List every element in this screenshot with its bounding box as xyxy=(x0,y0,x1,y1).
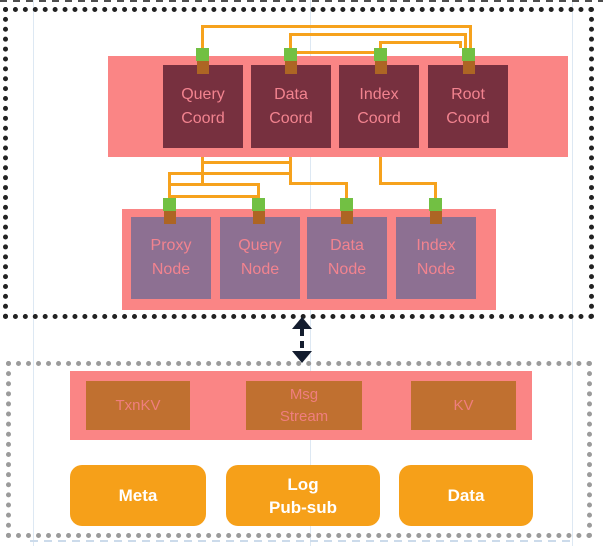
port-green xyxy=(340,198,353,211)
wire xyxy=(434,182,437,200)
port-green xyxy=(252,198,265,211)
box-label: Msg Stream xyxy=(279,385,329,425)
wire xyxy=(289,157,292,185)
box-root-coord: Root Coord xyxy=(428,65,508,148)
wire xyxy=(201,161,292,164)
port-stub xyxy=(164,211,176,224)
box-proxy-node: Proxy Node xyxy=(131,217,211,299)
box-query-node: Query Node xyxy=(220,217,300,299)
wire xyxy=(168,172,292,175)
port-stub xyxy=(463,61,475,74)
box-label: KV xyxy=(453,396,474,414)
box-meta: Meta xyxy=(70,465,206,526)
wire xyxy=(297,51,375,54)
wire xyxy=(201,157,204,186)
wire xyxy=(379,182,437,185)
guide-line-right xyxy=(572,0,573,546)
port-green xyxy=(429,198,442,211)
box-label: Data Node xyxy=(327,237,367,278)
top-edge-dashed-line xyxy=(0,0,603,2)
wire xyxy=(289,182,348,185)
box-kv: KV xyxy=(411,381,516,430)
wire xyxy=(379,157,382,185)
port-green xyxy=(163,198,176,211)
box-data-node: Data Node xyxy=(307,217,387,299)
box-label: Meta xyxy=(118,486,158,505)
port-stub xyxy=(430,211,442,224)
box-label: Index Coord xyxy=(357,85,401,127)
port-stub xyxy=(375,61,387,74)
box-index-node: Index Node xyxy=(396,217,476,299)
box-data: Data xyxy=(399,465,533,526)
box-query-coord: Query Coord xyxy=(163,65,243,148)
compute-section-frame xyxy=(3,7,594,319)
box-data-coord: Data Coord xyxy=(251,65,331,148)
wire xyxy=(379,41,382,48)
wire xyxy=(201,25,472,28)
box-index-coord: Index Coord xyxy=(339,65,419,148)
box-label: Log Pub-sub xyxy=(269,474,337,517)
box-txnkv: TxnKV xyxy=(86,381,190,430)
box-label: Root Coord xyxy=(446,85,490,127)
port-stub xyxy=(253,211,265,224)
port-green xyxy=(462,48,475,61)
wire xyxy=(257,183,260,200)
port-green xyxy=(374,48,387,61)
box-label: Proxy Node xyxy=(150,237,192,278)
wire xyxy=(168,195,260,198)
wire xyxy=(469,25,472,48)
box-label: Query Node xyxy=(238,237,282,278)
storage-section-frame xyxy=(6,361,592,538)
box-msg-stream: Msg Stream xyxy=(246,381,362,430)
port-green xyxy=(284,48,297,61)
wire xyxy=(379,41,462,44)
port-stub xyxy=(197,61,209,74)
port-stub xyxy=(341,211,353,224)
wire xyxy=(289,33,292,48)
box-log-pub-sub: Log Pub-sub xyxy=(226,465,380,526)
wire xyxy=(459,41,462,48)
wire xyxy=(289,33,467,36)
bottom-edge-dashed-line xyxy=(30,540,575,542)
box-label: Index Node xyxy=(416,237,456,278)
wire xyxy=(168,183,260,186)
box-label: TxnKV xyxy=(115,396,161,414)
wire xyxy=(345,182,348,200)
wire xyxy=(464,33,467,48)
box-label: Query Coord xyxy=(181,85,225,127)
wire xyxy=(201,25,204,48)
box-label: Data xyxy=(447,486,485,505)
port-stub xyxy=(285,61,297,74)
box-label: Data Coord xyxy=(269,85,313,127)
wire xyxy=(168,172,171,200)
guide-line-left xyxy=(33,0,34,546)
port-green xyxy=(196,48,209,61)
bidirectional-arrow-icon xyxy=(292,317,312,363)
